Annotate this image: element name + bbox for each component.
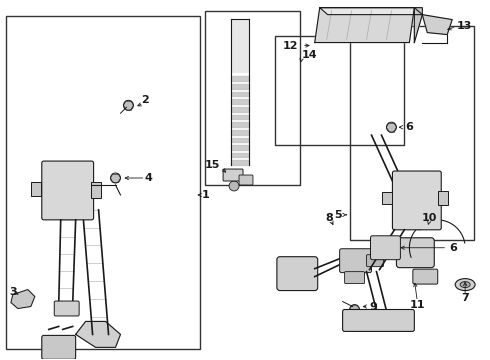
Bar — [6, 15, 200, 349]
Text: 6: 6 — [405, 122, 413, 132]
Bar — [405, 244, 427, 260]
Circle shape — [349, 305, 360, 315]
Circle shape — [54, 342, 64, 352]
Text: 2: 2 — [142, 95, 149, 105]
Text: 6: 6 — [449, 243, 457, 253]
Circle shape — [382, 20, 392, 30]
Polygon shape — [75, 321, 121, 347]
FancyBboxPatch shape — [54, 301, 79, 316]
Bar — [349, 26, 474, 240]
FancyBboxPatch shape — [367, 255, 384, 267]
Circle shape — [123, 100, 133, 110]
Bar — [231, 19, 249, 73]
FancyBboxPatch shape — [277, 257, 318, 291]
FancyBboxPatch shape — [239, 175, 253, 185]
Circle shape — [229, 181, 239, 191]
Bar — [31, 182, 41, 196]
Text: 3: 3 — [9, 287, 17, 297]
Ellipse shape — [455, 279, 475, 291]
FancyBboxPatch shape — [344, 272, 365, 284]
FancyBboxPatch shape — [343, 310, 415, 332]
Text: 15: 15 — [205, 160, 220, 170]
Bar — [91, 182, 100, 198]
Text: 9: 9 — [369, 302, 377, 311]
Circle shape — [19, 296, 27, 303]
Circle shape — [61, 178, 74, 192]
Polygon shape — [315, 8, 415, 42]
Circle shape — [398, 316, 406, 324]
FancyBboxPatch shape — [42, 161, 94, 220]
Ellipse shape — [460, 282, 470, 288]
Bar — [286, 264, 310, 282]
Text: 4: 4 — [145, 173, 152, 183]
Circle shape — [111, 173, 121, 183]
Text: 5: 5 — [334, 210, 342, 220]
Circle shape — [387, 122, 396, 132]
FancyBboxPatch shape — [413, 269, 438, 284]
Polygon shape — [415, 8, 422, 42]
FancyBboxPatch shape — [396, 238, 434, 268]
Circle shape — [350, 316, 359, 324]
Text: 10: 10 — [421, 213, 437, 223]
FancyBboxPatch shape — [340, 249, 371, 273]
FancyBboxPatch shape — [42, 336, 75, 359]
Circle shape — [409, 191, 423, 205]
Text: 1: 1 — [202, 190, 210, 200]
Polygon shape — [422, 15, 452, 35]
Circle shape — [404, 186, 428, 210]
Circle shape — [56, 173, 80, 197]
Bar — [383, 192, 392, 204]
Text: 12: 12 — [282, 41, 298, 50]
FancyBboxPatch shape — [392, 171, 441, 230]
FancyBboxPatch shape — [370, 236, 400, 260]
Text: 13: 13 — [457, 21, 472, 31]
Text: 8: 8 — [326, 213, 334, 223]
Polygon shape — [11, 289, 35, 309]
Text: 14: 14 — [302, 50, 318, 60]
Bar — [438, 191, 448, 205]
Text: 11: 11 — [410, 300, 425, 310]
Text: 7: 7 — [461, 293, 469, 302]
Circle shape — [415, 220, 424, 230]
Circle shape — [420, 271, 428, 279]
Bar — [205, 11, 300, 185]
Bar — [275, 36, 404, 145]
Circle shape — [65, 182, 71, 188]
Circle shape — [414, 195, 419, 201]
FancyBboxPatch shape — [223, 169, 243, 181]
Circle shape — [375, 316, 384, 324]
Polygon shape — [319, 8, 422, 15]
